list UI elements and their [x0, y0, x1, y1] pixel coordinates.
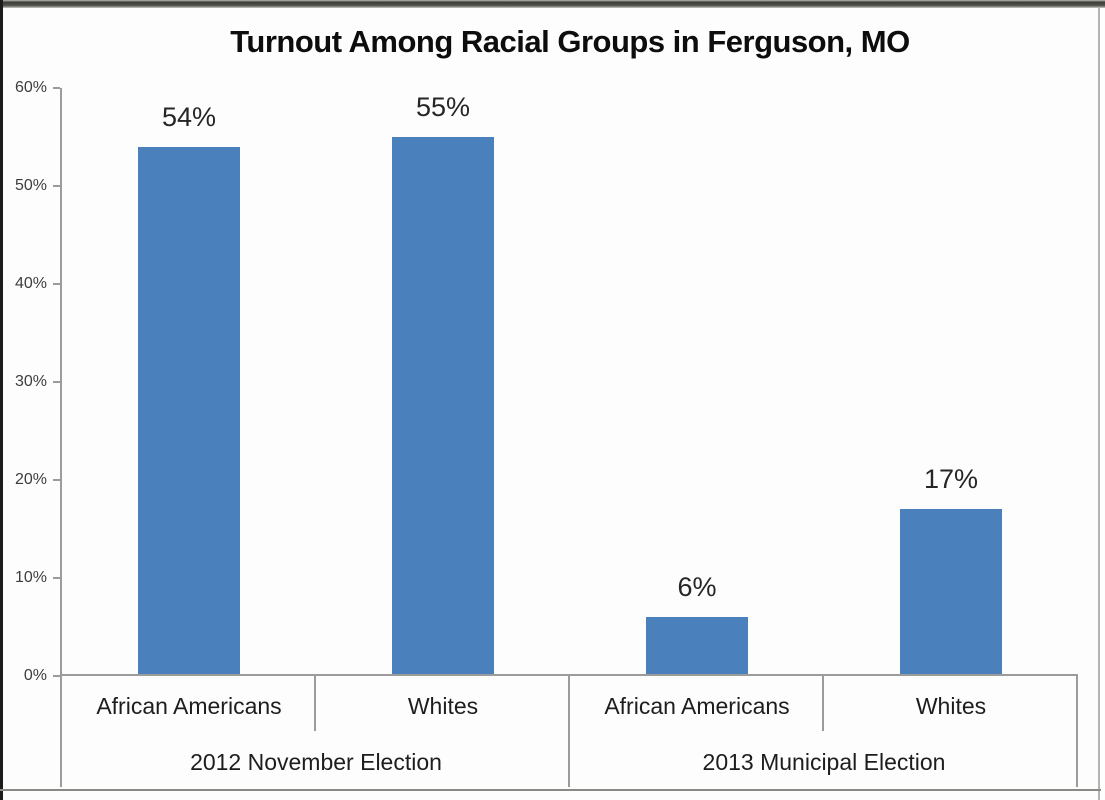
y-axis-tick: [53, 577, 60, 579]
y-axis-tick: [53, 283, 60, 285]
window-top-border: [0, 0, 1105, 8]
y-axis-tick-label: 30%: [14, 373, 47, 390]
group-divider: [1076, 676, 1078, 787]
y-axis-tick: [53, 479, 60, 481]
y-axis-tick: [53, 381, 60, 383]
category-divider: [822, 676, 824, 731]
y-axis-tick-label: 40%: [14, 275, 47, 292]
y-axis-tick-label: 10%: [14, 569, 47, 586]
category-label: African Americans: [604, 693, 790, 719]
bar-1: [138, 146, 240, 674]
window-left-border: [0, 0, 3, 800]
bar-value-label: 17%: [923, 464, 979, 495]
category-divider: [314, 676, 316, 731]
bar-4: [900, 509, 1002, 674]
window-right-border: [1098, 8, 1100, 800]
bar-value-label: 55%: [415, 92, 471, 122]
chart-bottom-rule: [0, 789, 1101, 791]
chart-title: Turnout Among Racial Groups in Ferguson,…: [230, 24, 910, 59]
y-axis-line: [60, 88, 62, 787]
group-label: 2013 Municipal Election: [702, 748, 946, 775]
group-divider: [568, 676, 570, 787]
y-axis-tick-label: 50%: [14, 177, 47, 194]
y-axis-tick-label: 60%: [14, 79, 47, 96]
bar-value-label: 6%: [677, 572, 717, 603]
category-label: Whites: [407, 693, 479, 719]
y-axis-tick: [53, 185, 60, 187]
bar-3: [646, 617, 748, 674]
y-axis-tick: [53, 87, 60, 89]
y-axis-tick: [53, 675, 60, 677]
category-label: African Americans: [96, 693, 282, 719]
y-axis-tick-label: 0%: [23, 667, 47, 684]
bar-value-label: 54%: [161, 101, 217, 132]
group-label: 2012 November Election: [190, 748, 442, 775]
bar-2: [392, 137, 494, 674]
x-axis-line: [62, 674, 1078, 676]
category-label: Whites: [915, 693, 987, 719]
y-axis-tick-label: 20%: [14, 471, 47, 488]
